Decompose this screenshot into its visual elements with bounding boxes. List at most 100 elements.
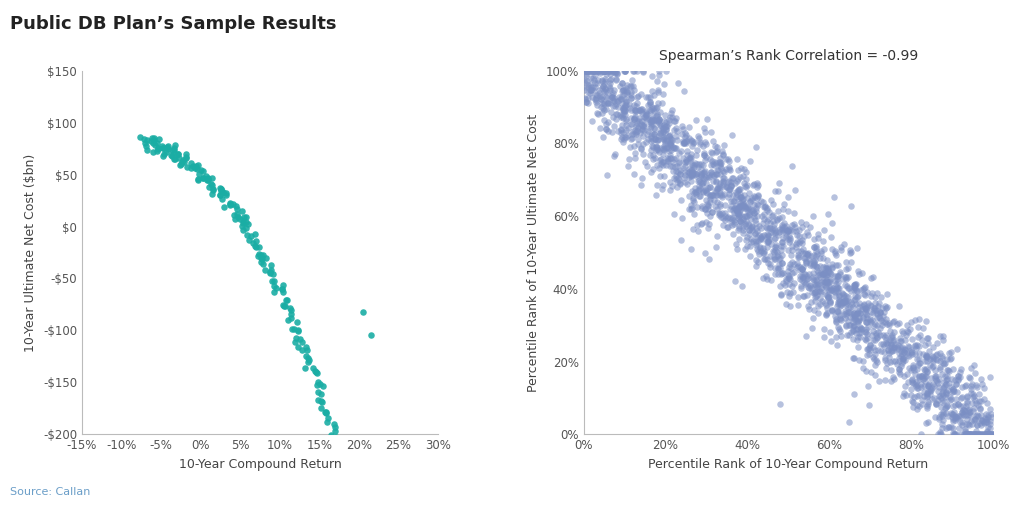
Point [734, 216, 751, 224]
Point [878, 339, 894, 347]
Point [861, 401, 878, 409]
Point [178, 163, 195, 171]
Point [823, 263, 840, 271]
Point [980, 430, 996, 438]
Point [635, 67, 651, 75]
Point [816, 325, 833, 333]
Point [770, 214, 786, 222]
Point [608, 68, 625, 76]
Point [865, 309, 882, 317]
Point [950, 375, 967, 383]
Point [818, 279, 835, 287]
Point [642, 106, 658, 114]
Point [794, 265, 810, 273]
Point [920, 338, 936, 346]
Point [139, 136, 156, 144]
Point [759, 204, 775, 212]
Point [818, 283, 835, 291]
Point [942, 395, 958, 403]
Point [773, 290, 790, 298]
Point [169, 150, 185, 159]
Point [982, 430, 998, 438]
Point [818, 278, 835, 286]
Point [200, 174, 216, 182]
Point [645, 130, 662, 138]
Point [946, 430, 963, 438]
Point [865, 355, 882, 363]
Point [898, 349, 914, 357]
Point [826, 292, 843, 300]
Point [858, 334, 874, 342]
Point [961, 408, 977, 416]
Point [831, 312, 848, 320]
Point [627, 106, 643, 114]
Point [645, 107, 662, 115]
Point [861, 345, 878, 353]
Point [664, 182, 680, 190]
Point [632, 106, 648, 114]
Point [234, 226, 251, 234]
Point [635, 132, 651, 140]
Point [628, 130, 644, 138]
Point [591, 67, 607, 75]
Point [837, 298, 853, 306]
Point [594, 84, 610, 92]
Point [649, 77, 666, 85]
Point [175, 157, 191, 165]
Point [756, 203, 772, 211]
Point [655, 121, 672, 129]
Point [686, 161, 702, 169]
Point [899, 342, 915, 350]
Point [650, 117, 667, 125]
Point [679, 136, 695, 144]
Point [674, 214, 690, 222]
Point [822, 275, 839, 283]
Point [725, 197, 741, 205]
Point [948, 413, 965, 421]
Point [812, 254, 828, 262]
Point [802, 223, 818, 231]
Point [717, 201, 733, 209]
Point [732, 185, 749, 193]
Point [821, 297, 838, 306]
Point [598, 105, 614, 113]
Point [892, 370, 908, 378]
Point [879, 304, 895, 312]
Point [796, 270, 812, 278]
Point [647, 135, 664, 143]
Point [881, 321, 897, 329]
Point [808, 244, 824, 252]
Point [654, 158, 671, 166]
Point [869, 321, 886, 329]
Point [689, 163, 706, 171]
Point [589, 67, 605, 75]
Point [920, 389, 936, 397]
Point [855, 313, 871, 321]
Point [928, 351, 944, 359]
Point [820, 292, 837, 300]
Point [657, 144, 674, 153]
Point [782, 251, 799, 259]
Point [862, 274, 879, 282]
Point [868, 333, 885, 341]
Point [653, 98, 670, 107]
Point [659, 136, 676, 144]
Point [649, 146, 666, 155]
Point [600, 99, 616, 107]
Point [978, 430, 994, 438]
Point [973, 412, 989, 420]
Point [599, 94, 615, 103]
Point [150, 145, 166, 154]
Point [674, 130, 690, 138]
Point [914, 400, 931, 409]
Point [653, 122, 670, 130]
Point [759, 217, 775, 225]
Point [591, 89, 607, 97]
Point [712, 179, 728, 187]
Point [914, 395, 931, 403]
Point [690, 177, 707, 185]
Point [605, 89, 622, 97]
Point [905, 363, 922, 371]
Point [922, 385, 938, 393]
Point [750, 192, 766, 200]
